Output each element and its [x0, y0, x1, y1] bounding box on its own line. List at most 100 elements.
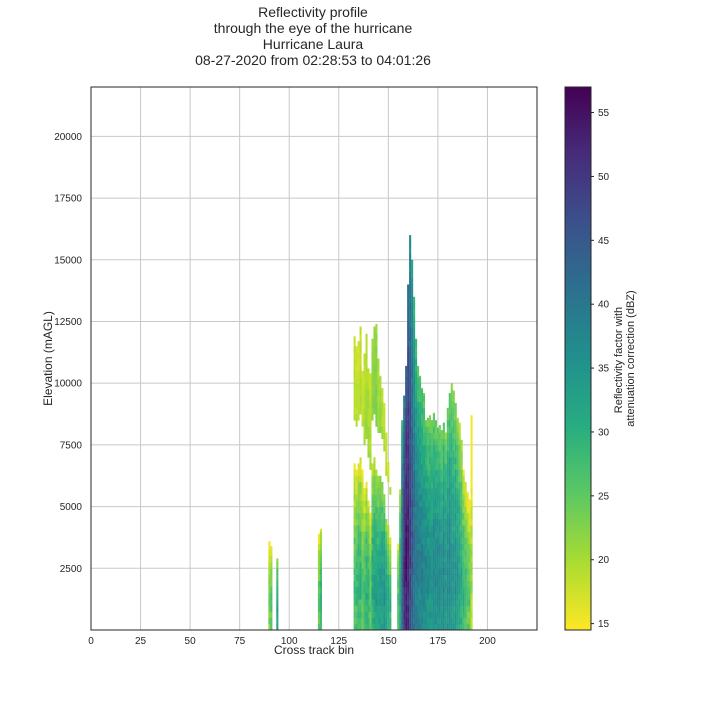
- reflectivity-cell: [377, 531, 380, 538]
- profile-column: [403, 395, 406, 631]
- reflectivity-cell: [355, 346, 358, 353]
- reflectivity-cell: [460, 568, 463, 575]
- reflectivity-cell: [452, 592, 455, 600]
- reflectivity-cell: [452, 444, 455, 452]
- reflectivity-cell: [468, 543, 471, 551]
- reflectivity-cell: [460, 592, 463, 600]
- reflectivity-cell: [409, 494, 412, 501]
- reflectivity-cell: [317, 592, 320, 600]
- reflectivity-cell: [270, 568, 273, 575]
- reflectivity-cell: [415, 338, 418, 341]
- reflectivity-cell: [353, 623, 356, 631]
- reflectivity-cell: [403, 407, 406, 415]
- reflectivity-cell: [468, 555, 471, 563]
- reflectivity-cell: [442, 623, 445, 631]
- reflectivity-cell: [361, 586, 364, 594]
- reflectivity-cell: [387, 469, 390, 477]
- reflectivity-cell: [365, 377, 368, 384]
- reflectivity-cell: [428, 555, 431, 563]
- reflectivity-cell: [422, 407, 426, 415]
- reflectivity-cell: [397, 586, 400, 594]
- reflectivity-cell: [415, 444, 418, 452]
- reflectivity-cell: [413, 358, 416, 366]
- reflectivity-cell: [458, 568, 461, 575]
- y-tick-label: 7500: [60, 440, 83, 451]
- reflectivity-cell: [466, 592, 469, 600]
- reflectivity-cell: [450, 623, 453, 631]
- reflectivity-cell: [419, 580, 422, 588]
- reflectivity-cell: [379, 488, 382, 495]
- reflectivity-cell: [456, 451, 459, 458]
- reflectivity-cell: [355, 549, 358, 557]
- reflectivity-cell: [353, 518, 356, 526]
- reflectivity-cell: [359, 518, 362, 526]
- reflectivity-cell: [409, 543, 412, 551]
- chart-title-line-1: Reflectivity profile: [258, 4, 368, 20]
- reflectivity-cell: [448, 543, 451, 551]
- reflectivity-cell: [460, 525, 463, 532]
- reflectivity-cell: [355, 352, 358, 359]
- reflectivity-cell: [434, 469, 437, 477]
- reflectivity-cell: [359, 512, 362, 520]
- reflectivity-cell: [405, 407, 408, 415]
- reflectivity-cell: [317, 617, 320, 625]
- reflectivity-cell: [436, 555, 439, 563]
- reflectivity-cell: [365, 364, 368, 372]
- reflectivity-cell: [422, 481, 426, 489]
- reflectivity-cell: [361, 549, 364, 557]
- reflectivity-cell: [419, 518, 422, 526]
- reflectivity-cell: [413, 500, 416, 507]
- reflectivity-cell: [452, 420, 455, 427]
- reflectivity-cell: [365, 500, 368, 507]
- reflectivity-cell: [424, 599, 428, 606]
- reflectivity-cell: [367, 401, 370, 409]
- reflectivity-cell: [407, 592, 410, 600]
- reflectivity-cell: [401, 623, 404, 631]
- reflectivity-cell: [464, 518, 467, 526]
- reflectivity-cell: [353, 555, 356, 563]
- reflectivity-cell: [442, 531, 445, 538]
- reflectivity-cell: [434, 481, 437, 489]
- reflectivity-cell: [387, 574, 390, 582]
- reflectivity-cell: [426, 574, 430, 582]
- reflectivity-cell: [426, 432, 430, 440]
- reflectivity-cell: [367, 568, 370, 575]
- reflectivity-cell: [375, 574, 378, 582]
- reflectivity-cell: [422, 444, 426, 452]
- reflectivity-cell: [460, 512, 463, 520]
- reflectivity-cell: [383, 525, 386, 532]
- reflectivity-cell: [369, 420, 372, 427]
- reflectivity-cell: [409, 414, 412, 421]
- reflectivity-cell: [401, 475, 404, 483]
- reflectivity-cell: [405, 592, 408, 600]
- reflectivity-cell: [415, 346, 418, 353]
- colorbar-tick-label: 55: [598, 108, 610, 119]
- reflectivity-cell: [365, 525, 368, 532]
- profile-column: [371, 338, 374, 631]
- chart-title-line-3: Hurricane Laura: [262, 36, 364, 52]
- reflectivity-cell: [407, 352, 410, 359]
- reflectivity-cell: [359, 481, 362, 489]
- reflectivity-cell: [363, 500, 366, 507]
- reflectivity-cell: [409, 377, 412, 384]
- reflectivity-cell: [367, 512, 370, 520]
- reflectivity-cell: [411, 401, 414, 409]
- reflectivity-cell: [381, 611, 384, 619]
- reflectivity-cell: [375, 481, 378, 489]
- reflectivity-cell: [415, 592, 418, 600]
- reflectivity-cell: [359, 531, 362, 538]
- reflectivity-cell: [470, 438, 473, 446]
- reflectivity-cell: [407, 370, 410, 378]
- reflectivity-cell: [415, 352, 418, 359]
- reflectivity-cell: [438, 617, 441, 625]
- reflectivity-cell: [440, 525, 443, 532]
- reflectivity-cell: [403, 605, 406, 612]
- reflectivity-cell: [422, 395, 426, 403]
- reflectivity-cell: [379, 568, 382, 575]
- reflectivity-cell: [446, 599, 449, 606]
- reflectivity-cell: [417, 432, 420, 440]
- profile-column: [464, 481, 467, 631]
- reflectivity-cell: [363, 617, 366, 625]
- reflectivity-cell: [440, 617, 443, 625]
- reflectivity-cell: [415, 580, 418, 588]
